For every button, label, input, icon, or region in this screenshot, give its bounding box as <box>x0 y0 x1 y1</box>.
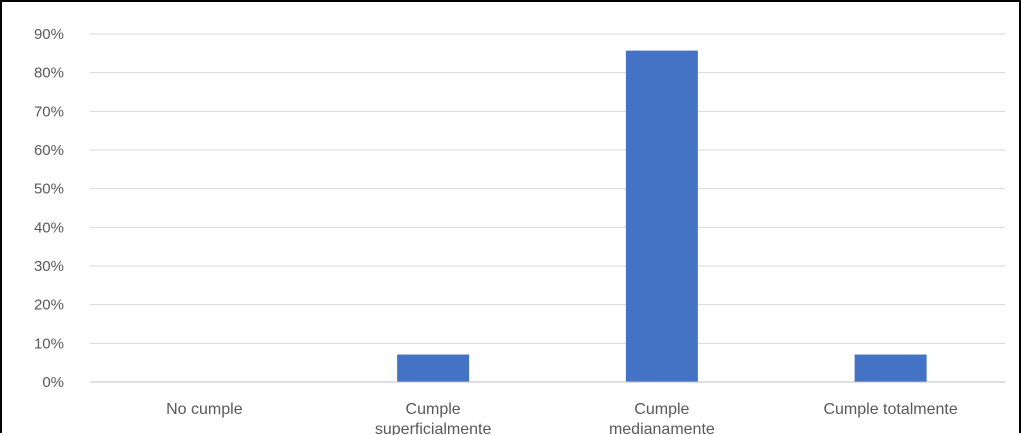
x-axis-category-labels: No cumple Cumple superficialmente Cumple med… <box>166 401 958 435</box>
gridlines <box>90 33 1005 344</box>
bars <box>397 50 927 382</box>
y-tick-label: 50% <box>34 181 64 198</box>
y-tick-label: 80% <box>34 65 64 82</box>
bar <box>625 50 698 382</box>
bar <box>854 354 927 382</box>
y-tick-label: 20% <box>34 297 64 314</box>
y-tick-label: 0% <box>42 374 64 391</box>
y-tick-label: 90% <box>34 26 64 43</box>
y-tick-label: 10% <box>34 335 64 352</box>
x-category-label: No cumple <box>166 401 243 418</box>
y-tick-label: 60% <box>34 142 64 159</box>
bar <box>397 354 470 382</box>
x-category-label: Cumple totalmente <box>823 401 957 418</box>
y-axis-tick-labels: 0% 10% 20% 30% 40% 50% 60% 70% 80% 90% <box>34 26 64 391</box>
x-category-label: Cumple superficialmente <box>375 401 492 435</box>
y-tick-label: 40% <box>34 219 64 236</box>
x-category-label: Cumple medianamente <box>609 401 715 435</box>
y-tick-label: 30% <box>34 258 64 275</box>
y-tick-label: 70% <box>34 103 64 120</box>
